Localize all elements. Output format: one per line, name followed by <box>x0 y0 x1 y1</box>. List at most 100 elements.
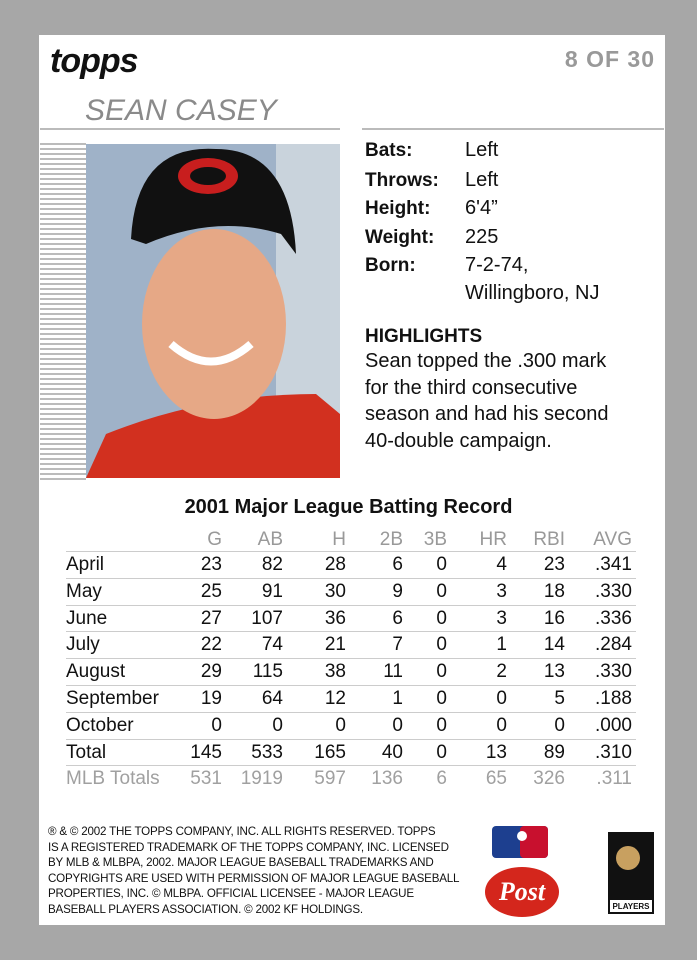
row-label: April <box>66 554 105 575</box>
cell: 89 <box>543 741 565 763</box>
highlights-line: season and had his second <box>365 403 609 425</box>
cell: .188 <box>595 688 632 709</box>
legal-text: PROPERTIES, INC. © MLBPA. OFFICIAL LICEN… <box>48 887 414 901</box>
cell: 0 <box>436 554 447 575</box>
cell: 64 <box>261 688 283 709</box>
bio-value: Willingboro, NJ <box>465 282 600 304</box>
row-label: May <box>66 580 102 602</box>
row-rule <box>66 551 636 552</box>
cell: 18 <box>543 580 565 602</box>
players-text: PLAYERS <box>612 902 650 911</box>
cell: 23 <box>200 554 222 575</box>
bio-value: Left <box>465 169 499 191</box>
column-header: AB <box>257 529 283 550</box>
cell: 0 <box>436 661 447 683</box>
cell: 6 <box>392 554 403 575</box>
rule <box>362 128 664 130</box>
players-logo: PLAYERS <box>608 832 654 914</box>
legal-text: BASEBALL PLAYERS ASSOCIATION. © 2002 KF … <box>48 903 363 916</box>
legal-text: IS A REGISTERED TRADEMARK OF THE TOPPS C… <box>48 840 449 854</box>
mlb-logo <box>492 826 548 858</box>
cell: 0 <box>335 714 346 736</box>
cell: 597 <box>314 768 346 790</box>
cell: 11 <box>383 661 403 683</box>
highlights-title: HIGHLIGHTS <box>365 326 483 347</box>
row-rule <box>66 577 636 579</box>
row-label: June <box>66 607 108 629</box>
cell: 6 <box>392 607 403 629</box>
highlights-line: 40-double campaign. <box>365 429 552 452</box>
cell: 3 <box>496 580 507 602</box>
cell: 29 <box>200 661 222 683</box>
cell: .330 <box>595 661 632 683</box>
table-title: 2001 Major League Batting Record <box>184 496 513 518</box>
row-rule <box>66 604 636 606</box>
cell: .341 <box>595 554 632 575</box>
column-header: G <box>207 529 222 550</box>
post-logo: Post <box>485 867 559 917</box>
cell: 0 <box>436 634 447 656</box>
cell: 0 <box>436 688 447 709</box>
cell: 0 <box>392 714 403 736</box>
cell: 0 <box>436 714 447 736</box>
cell: 2 <box>496 661 507 683</box>
cell: 13 <box>543 661 565 683</box>
cell: 25 <box>200 580 222 602</box>
row-rule <box>66 738 636 740</box>
cell: 19 <box>200 688 222 709</box>
cell: 28 <box>324 554 346 575</box>
cell: 40 <box>381 741 403 763</box>
cell: 115 <box>252 661 283 683</box>
row-rule <box>66 685 636 686</box>
highlights-line: for the third consecutive <box>365 376 578 399</box>
cell: 326 <box>533 768 565 790</box>
cell: 65 <box>485 768 507 790</box>
cell: .336 <box>595 607 632 629</box>
bio-label: Throws: <box>365 170 439 191</box>
cell: 165 <box>314 741 346 763</box>
cell: 74 <box>261 634 283 656</box>
cell: 7 <box>392 634 403 656</box>
player-photo <box>86 144 340 478</box>
cell: 12 <box>324 688 346 709</box>
cell: 91 <box>261 580 283 602</box>
row-label: MLB Totals <box>66 768 160 790</box>
cell: 1 <box>392 688 403 709</box>
player-name: SEAN CASEY <box>85 94 277 127</box>
cell: 145 <box>190 741 222 763</box>
column-header: 2B <box>379 529 403 550</box>
row-label: August <box>66 661 126 683</box>
cell: 82 <box>261 554 283 575</box>
bio-label: Weight: <box>365 227 435 248</box>
cell: 30 <box>324 580 346 602</box>
cell: .311 <box>596 768 632 790</box>
column-header: RBI <box>533 529 565 550</box>
cell: 6 <box>436 768 447 790</box>
bio-label: Born: <box>365 255 416 276</box>
cell: 13 <box>485 741 507 763</box>
bio-value: Left <box>465 139 499 161</box>
cell: 27 <box>200 607 222 629</box>
row-label: Total <box>66 741 107 763</box>
cell: 3 <box>496 607 507 629</box>
bio-value: 225 <box>465 226 499 248</box>
cell: 0 <box>496 688 507 709</box>
cell: 0 <box>272 714 283 736</box>
cell: 23 <box>543 554 565 575</box>
cell: 1919 <box>240 768 283 790</box>
cell: 4 <box>496 554 507 575</box>
row-rule <box>66 631 636 633</box>
row-rule <box>66 765 636 767</box>
cell: .284 <box>595 634 632 656</box>
cell: 38 <box>324 661 346 683</box>
cell: 136 <box>371 768 403 790</box>
brand-logo: topps <box>50 42 139 80</box>
row-label: October <box>66 714 134 736</box>
legal-text: BY MLB & MLBPA, 2002. MAJOR LEAGUE BASEB… <box>48 856 434 870</box>
row-rule <box>66 658 636 660</box>
cell: 531 <box>190 768 222 790</box>
cell: 1 <box>496 634 507 656</box>
post-text: Post <box>498 877 546 906</box>
cell: 22 <box>200 634 222 656</box>
rule <box>40 128 340 130</box>
